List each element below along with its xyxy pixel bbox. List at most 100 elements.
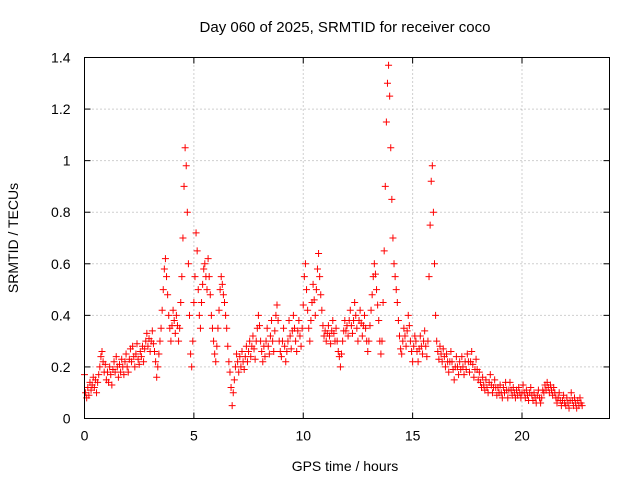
- data-point: [326, 332, 333, 340]
- data-point: [194, 286, 202, 294]
- data-point: [159, 286, 167, 294]
- data-point: [179, 234, 187, 242]
- x-tick-label: 0: [81, 428, 89, 444]
- data-point: [307, 317, 315, 325]
- data-point: [364, 347, 372, 355]
- data-point: [318, 306, 326, 314]
- data-point: [312, 286, 320, 294]
- data-point: [205, 273, 213, 281]
- data-point: [428, 162, 436, 170]
- data-point: [504, 394, 512, 402]
- y-axis-label: SRMTID / TECUs: [5, 183, 21, 293]
- data-point: [381, 182, 389, 190]
- data-point: [445, 368, 453, 376]
- data-point: [214, 324, 222, 332]
- data-point: [161, 255, 169, 263]
- data-point: [286, 332, 294, 340]
- data-point: [338, 350, 346, 358]
- data-point: [153, 373, 161, 381]
- data-point: [204, 255, 212, 263]
- data-point: [152, 358, 160, 366]
- data-point: [329, 317, 337, 325]
- data-point: [258, 347, 266, 355]
- data-point: [458, 353, 466, 361]
- data-point: [401, 332, 409, 340]
- data-point: [483, 384, 491, 392]
- data-point: [426, 221, 434, 229]
- data-point: [468, 347, 476, 355]
- data-point: [365, 337, 373, 345]
- data-point: [235, 368, 243, 376]
- data-point: [439, 345, 447, 353]
- data-point: [297, 342, 305, 350]
- data-point: [311, 311, 319, 319]
- data-point: [245, 347, 253, 355]
- data-point: [463, 350, 471, 358]
- data-point: [120, 371, 128, 379]
- data-point: [114, 373, 122, 381]
- data-point: [199, 280, 207, 288]
- data-point: [292, 337, 300, 345]
- data-point: [472, 355, 480, 363]
- data-point: [366, 322, 374, 330]
- data-point: [346, 306, 354, 314]
- data-point: [97, 353, 105, 361]
- y-tick-label: 1.2: [51, 101, 71, 117]
- data-point: [336, 363, 344, 371]
- data-point: [301, 260, 309, 268]
- data-point: [392, 286, 400, 294]
- data-point: [133, 340, 141, 348]
- data-point: [347, 322, 355, 330]
- data-point: [567, 389, 575, 397]
- data-point: [143, 329, 151, 337]
- data-point: [98, 347, 106, 355]
- data-point: [163, 273, 171, 281]
- data-point: [327, 340, 335, 348]
- data-point: [416, 332, 424, 340]
- data-point: [405, 322, 413, 330]
- data-point: [249, 332, 257, 340]
- data-point: [305, 324, 313, 332]
- data-point: [348, 329, 356, 337]
- data-point: [424, 337, 432, 345]
- data-point: [201, 260, 209, 268]
- data-point: [304, 306, 312, 314]
- data-point: [155, 350, 163, 358]
- data-point: [95, 371, 103, 379]
- data-point: [296, 332, 304, 340]
- data-point: [377, 350, 385, 358]
- data-point: [165, 311, 173, 319]
- data-point: [268, 317, 276, 325]
- data-point: [277, 353, 285, 361]
- data-point: [272, 311, 280, 319]
- data-point: [368, 291, 376, 299]
- data-point: [222, 311, 230, 319]
- data-point: [382, 118, 390, 126]
- data-point: [316, 273, 324, 281]
- data-point: [94, 378, 102, 386]
- data-point: [285, 317, 293, 325]
- data-point: [427, 177, 435, 185]
- data-point: [313, 265, 321, 273]
- data-point: [218, 280, 226, 288]
- data-point: [158, 306, 166, 314]
- data-point: [121, 358, 129, 366]
- data-point: [85, 391, 93, 399]
- data-point: [410, 342, 418, 350]
- data-point: [112, 353, 120, 361]
- data-point: [217, 273, 225, 281]
- data-point: [402, 342, 410, 350]
- y-tick-label: 0.2: [51, 359, 71, 375]
- data-point: [295, 317, 303, 325]
- data-point: [261, 353, 269, 361]
- data-point: [212, 358, 220, 366]
- data-point: [178, 273, 186, 281]
- x-tick-label: 20: [514, 428, 530, 444]
- data-point: [154, 363, 162, 371]
- data-point: [391, 273, 399, 281]
- data-point: [351, 298, 359, 306]
- data-point: [160, 265, 168, 273]
- data-point: [224, 342, 232, 350]
- data-point: [175, 337, 183, 345]
- data-point: [144, 342, 152, 350]
